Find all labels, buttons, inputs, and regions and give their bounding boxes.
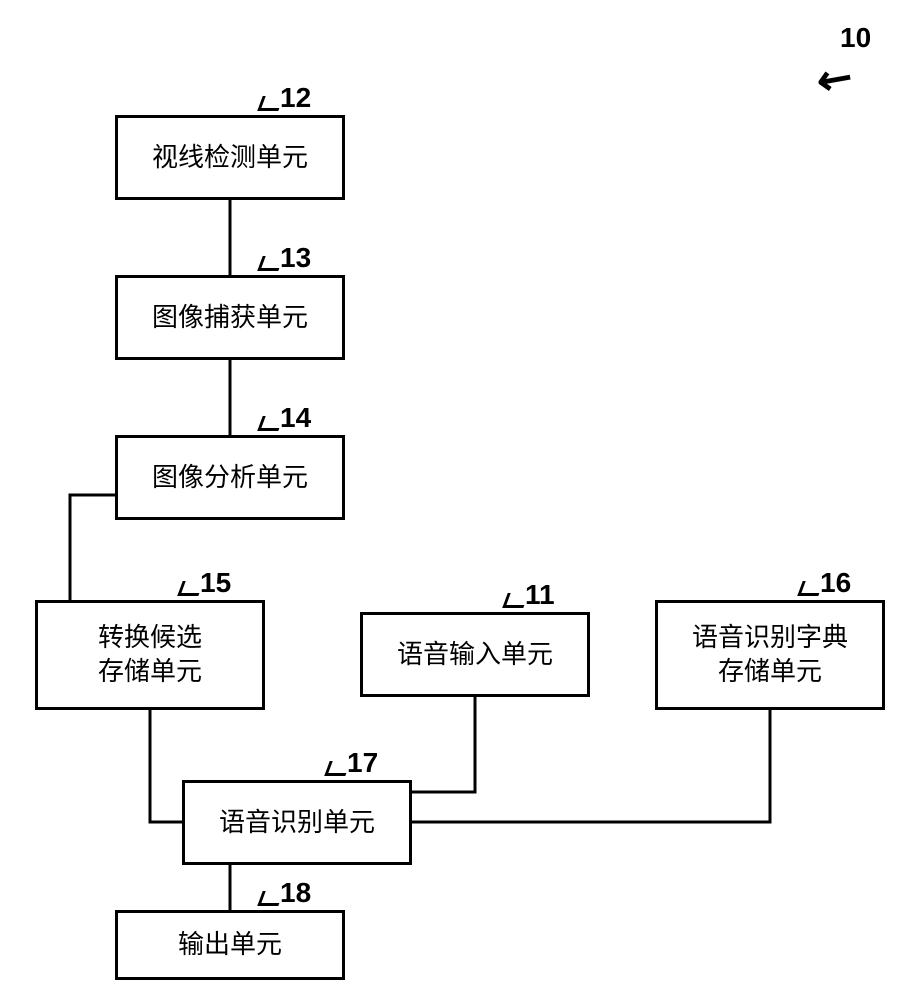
box-13: 图像捕获单元 (115, 275, 345, 360)
block-diagram: 10 ↙ 12 视线检测单元 13 图像捕获单元 14 图像分析单元 15 转换… (0, 0, 916, 1000)
box-16-number: 16 (820, 567, 851, 599)
box-15-text: 转换候选 存储单元 (98, 621, 202, 689)
box-17-number: 17 (347, 747, 378, 779)
box-14-text: 图像分析单元 (152, 461, 308, 495)
box-17: 语音识别单元 (182, 780, 412, 865)
box-13-number: 13 (280, 242, 311, 274)
box-18-text: 输出单元 (178, 928, 282, 962)
box-15: 转换候选 存储单元 (35, 600, 265, 710)
box-12-text: 视线检测单元 (152, 141, 308, 175)
box-13-text: 图像捕获单元 (152, 301, 308, 335)
box-16: 语音识别字典 存储单元 (655, 600, 885, 710)
diagram-ref-label: 10 (840, 22, 871, 54)
box-12-number: 12 (280, 82, 311, 114)
box-14-number: 14 (280, 402, 311, 434)
box-18-number: 18 (280, 877, 311, 909)
box-12: 视线检测单元 (115, 115, 345, 200)
box-18: 输出单元 (115, 910, 345, 980)
box-11-text: 语音输入单元 (397, 638, 553, 672)
box-17-text: 语音识别单元 (219, 806, 375, 840)
box-16-text: 语音识别字典 存储单元 (692, 621, 848, 689)
box-11-number: 11 (525, 579, 555, 611)
box-11: 语音输入单元 (360, 612, 590, 697)
ref-arrow-icon: ↙ (807, 48, 864, 108)
box-14: 图像分析单元 (115, 435, 345, 520)
box-15-number: 15 (200, 567, 231, 599)
